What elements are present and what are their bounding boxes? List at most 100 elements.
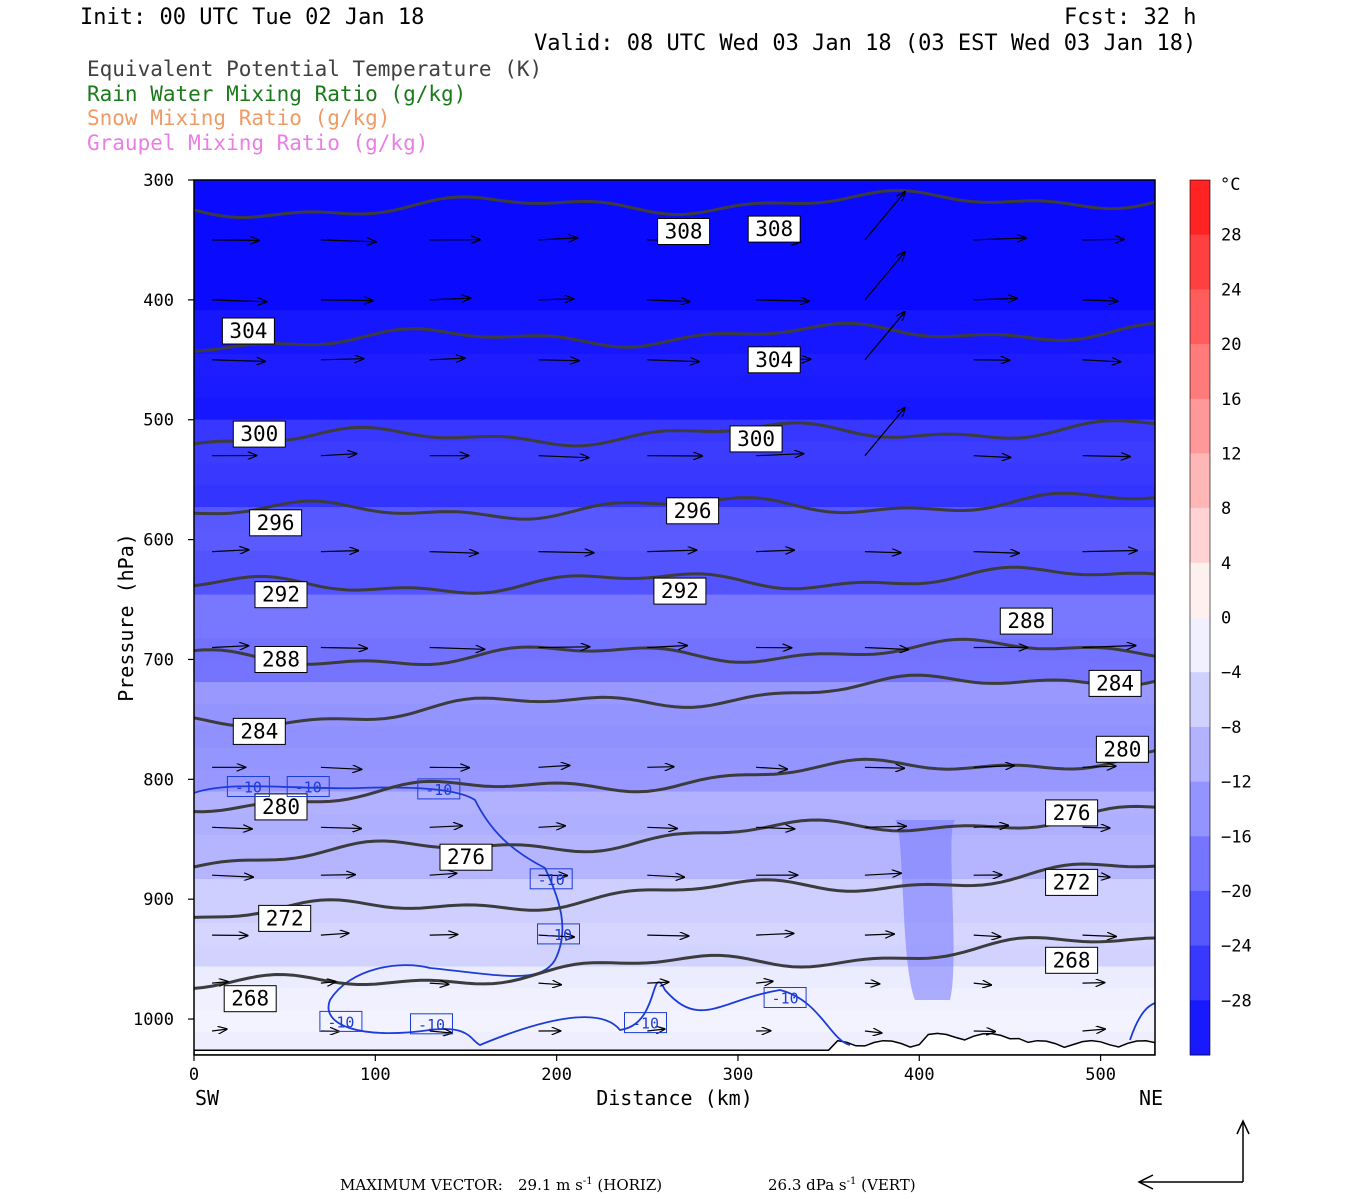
wind-vector [212, 240, 259, 241]
svg-text:276: 276 [1053, 801, 1091, 825]
theta-e-label: 268 [223, 985, 277, 1013]
colorbar-swatch [1190, 617, 1210, 673]
wind-vector [647, 1029, 664, 1031]
theta-e-contour-284 [194, 673, 1155, 729]
wind-vector [320, 933, 349, 935]
wind-vector [429, 826, 463, 828]
wind-vector [429, 358, 465, 360]
svg-text:288: 288 [1007, 609, 1045, 633]
wind-vector [973, 935, 1001, 937]
wind-vector [538, 765, 570, 767]
temperature-band [194, 660, 1155, 685]
isotherm-contours [194, 785, 1155, 1046]
temperature-band [194, 266, 1155, 291]
svg-text:-10: -10 [632, 1015, 659, 1033]
vector-key [1137, 1119, 1250, 1190]
theta-e-label: 300 [232, 420, 286, 448]
theta-e-label: 272 [258, 904, 312, 932]
wind-vector [973, 238, 1026, 240]
temperature-band [194, 594, 1155, 619]
wind-vector [756, 767, 787, 769]
colorbar-swatch [1190, 562, 1210, 618]
svg-text:284: 284 [1096, 671, 1134, 695]
theta-e-contour-304 [194, 321, 1155, 353]
theta-e-label: 284 [1088, 669, 1142, 697]
theta-e-label: 280 [1095, 735, 1149, 763]
colorbar-swatch [1190, 781, 1210, 837]
wind-vector [756, 933, 793, 935]
colorbar-swatch [1190, 289, 1210, 345]
x-tick-label: 400 [904, 1065, 935, 1085]
temperature-band [194, 485, 1155, 510]
temperature-band [194, 944, 1155, 969]
colorbar-tick-label: 0 [1221, 609, 1231, 629]
theta-e-label: 288 [999, 607, 1053, 635]
max-vector-vertical: 26.3 dPa s-1 (VERT) [768, 1176, 916, 1194]
colorbar-swatch [1190, 945, 1210, 1001]
temperature-band [194, 332, 1155, 356]
theta-e-label: 272 [1045, 868, 1099, 896]
temperature-band [194, 725, 1155, 750]
wind-vector [429, 1031, 452, 1033]
theta-e-label: 304 [221, 317, 275, 345]
wind-vector [320, 648, 367, 649]
colorbar-tick-label: 16 [1221, 390, 1241, 410]
theta-e-label: 296 [249, 509, 303, 537]
theta-e-label: 304 [747, 346, 801, 374]
wind-vector [647, 550, 696, 552]
isotherm-label: -10 [529, 868, 573, 890]
svg-text:-10: -10 [425, 781, 452, 799]
field-label-rain: Rain Water Mixing Ratio (g/kg) [87, 82, 467, 106]
theta-e-label: 308 [747, 215, 801, 243]
theta-e-label: 296 [666, 497, 720, 525]
colorbar-swatch [1190, 180, 1210, 236]
svg-text:-10: -10 [418, 1016, 445, 1034]
svg-text:284: 284 [240, 719, 278, 743]
svg-text:268: 268 [1053, 948, 1091, 972]
field-label-graupel: Graupel Mixing Ratio (g/kg) [87, 131, 429, 155]
temperature-band [194, 180, 1155, 203]
x-tick-label: 100 [360, 1065, 391, 1085]
wind-vector [538, 456, 589, 458]
temperature-band [194, 966, 1155, 991]
wind-vector [864, 648, 908, 650]
colorbar-tick-label: 12 [1221, 444, 1241, 464]
colorbar-swatch [1190, 726, 1210, 783]
wind-vector [320, 827, 361, 828]
wind-vector [320, 767, 362, 769]
wind-vector [538, 552, 594, 553]
y-tick-label: 1000 [133, 1010, 174, 1030]
x-tick-label: 200 [541, 1065, 572, 1085]
temperature-band [194, 616, 1155, 641]
theta-e-contour-272 [194, 862, 1155, 919]
wind-vector [756, 981, 773, 983]
wind-vector [864, 826, 906, 827]
colorbar-tick-label: 8 [1221, 499, 1231, 519]
theta-e-label: 292 [254, 581, 308, 609]
theta-e-contour-276 [194, 804, 1155, 869]
field-label-theta-e: Equivalent Potential Temperature (K) [87, 57, 543, 81]
y-tick-label: 600 [143, 531, 174, 551]
wind-vector [212, 300, 266, 302]
isotherm-label: -10 [319, 1010, 363, 1032]
svg-text:300: 300 [240, 422, 278, 446]
svg-text:280: 280 [262, 795, 300, 819]
theta-e-label: 284 [232, 717, 286, 745]
y-tick-label: 900 [143, 890, 174, 910]
terrain-surface [194, 1032, 1155, 1055]
wind-vector [1082, 827, 1110, 828]
wind-vector [973, 552, 1019, 554]
colorbar-unit: °C [1220, 175, 1240, 195]
theta-e-contour-268 [194, 936, 1155, 990]
wind-vector [212, 875, 253, 877]
wind-vector [1082, 360, 1121, 362]
wind-vector [864, 408, 905, 457]
wind-vector [864, 252, 905, 301]
wind-vector [973, 983, 992, 985]
svg-text:304: 304 [229, 319, 267, 343]
terrain [194, 1032, 1155, 1055]
left-endpoint-label: SW [195, 1086, 220, 1110]
right-endpoint-label: NE [1139, 1086, 1163, 1110]
wind-vector [1082, 983, 1105, 984]
axes: 0 100 200 300 400 500 300 400 500 600 700 800 900 100… [114, 171, 1163, 1110]
